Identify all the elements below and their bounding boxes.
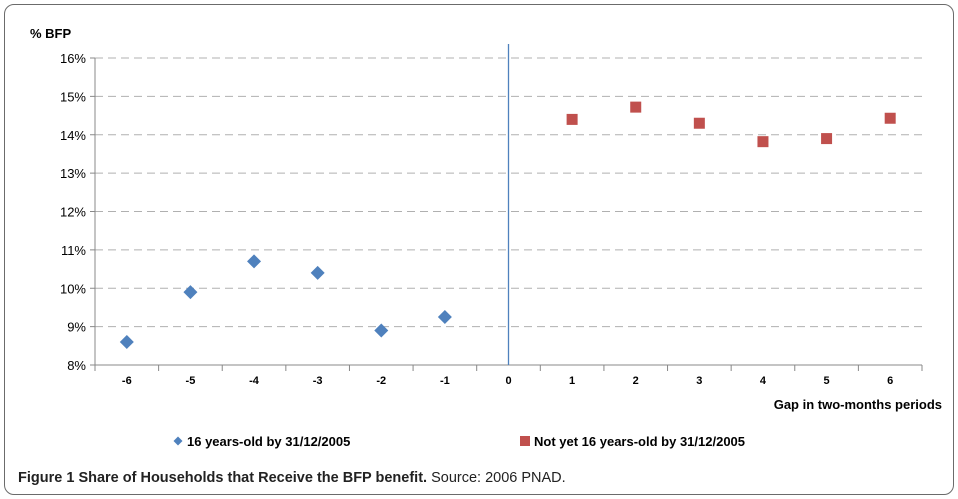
diamond-point <box>183 285 198 300</box>
y-tick-label: 9% <box>67 320 86 335</box>
x-tick-label: 0 <box>505 375 511 387</box>
diamond-point <box>119 334 134 349</box>
x-tick-label: -2 <box>376 375 386 387</box>
square-point <box>693 117 705 129</box>
x-tick-label: 4 <box>760 375 767 387</box>
x-tick-label: 5 <box>824 375 830 387</box>
diamond-point <box>310 265 325 280</box>
square-point <box>884 112 896 124</box>
y-tick-label: 14% <box>60 128 86 143</box>
data-points <box>119 101 896 349</box>
caption-source: Source: 2006 PNAD. <box>431 470 566 486</box>
y-tick-label: 8% <box>67 358 86 373</box>
x-tick-label: -1 <box>440 375 450 387</box>
x-tick-label: 1 <box>569 375 575 387</box>
x-tick-label: 6 <box>887 375 893 387</box>
diamond-point <box>437 310 452 325</box>
y-axis-title: % BFP <box>30 26 72 41</box>
square-point <box>566 113 578 125</box>
caption-label: Figure 1 <box>18 470 75 486</box>
x-tick-label: -4 <box>249 375 260 387</box>
y-tick-label: 12% <box>60 205 86 220</box>
x-axis-title: Gap in two-months periods <box>774 397 942 412</box>
square-point <box>757 136 769 148</box>
square-point <box>821 133 833 145</box>
y-tick-label: 15% <box>60 89 86 104</box>
x-tick-label: 3 <box>696 375 702 387</box>
legend-label: 16 years-old by 31/12/2005 <box>187 434 350 449</box>
x-tick-label: -5 <box>186 375 196 387</box>
x-tick-label: -3 <box>313 375 323 387</box>
y-tick-label: 10% <box>60 281 86 296</box>
legend-diamond-marker <box>173 436 183 446</box>
legend-square-marker <box>520 436 530 446</box>
grid-lines <box>90 57 922 366</box>
square-point <box>630 101 642 113</box>
diamond-point <box>374 323 389 338</box>
caption-title: Share of Households that Receive the BFP… <box>78 470 428 486</box>
y-tick-label: 16% <box>60 51 86 66</box>
x-tick-label: 2 <box>633 375 639 387</box>
figure-caption: Figure 1 Share of Households that Receiv… <box>18 470 566 486</box>
diamond-point <box>247 254 262 269</box>
y-tick-labels: 8% 9% 10% 11% 12% 13% 14% 15% 16% <box>60 51 86 373</box>
y-tick-label: 13% <box>60 166 86 181</box>
x-tick-label: -6 <box>122 375 132 387</box>
legend: 16 years-old by 31/12/2005 Not yet 16 yea… <box>173 434 745 449</box>
legend-label: Not yet 16 years-old by 31/12/2005 <box>534 434 745 449</box>
y-tick-label: 11% <box>61 243 86 258</box>
scatter-chart: 8% 9% 10% 11% 12% 13% 14% 15% 16% -6 -5 -4 -3 -2 -1 0 1… <box>30 26 942 449</box>
